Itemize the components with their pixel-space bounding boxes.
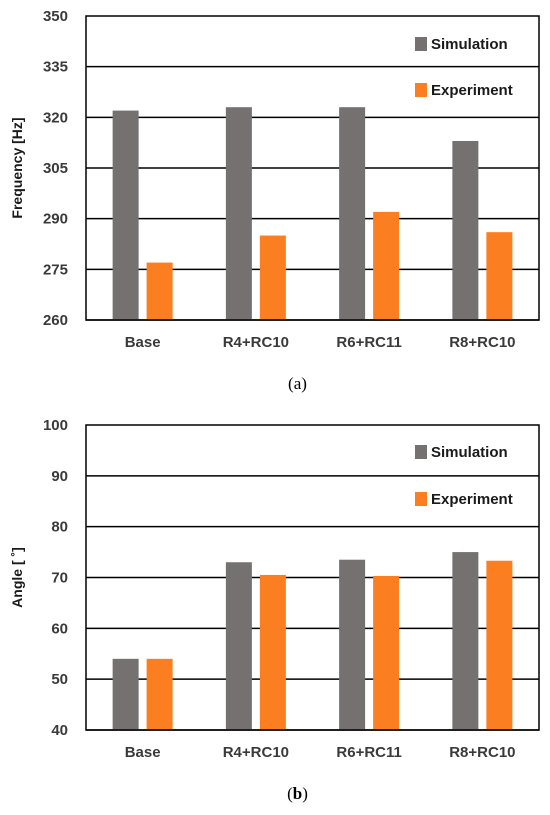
- x-category-label: R6+RC11: [336, 744, 401, 761]
- x-category-label: Base: [125, 334, 161, 351]
- y-tick-label: 70: [51, 570, 68, 587]
- legend-swatch-experiment: [415, 492, 427, 506]
- x-category-label: Base: [125, 744, 161, 761]
- bar-simulation-r4-rc10: [225, 107, 252, 320]
- chart-panel-b: 40 50 60 70 80 90 100 Base R4+RC10 R6+RC11 R8+RC10…: [9, 417, 540, 803]
- bar-experiment-r8-rc10: [486, 232, 513, 320]
- bar-experiment-base: [146, 262, 173, 320]
- y-tick-label: 350: [43, 8, 68, 25]
- legend-label-experiment: Experiment: [431, 491, 513, 508]
- y-tick-label: 100: [43, 417, 68, 434]
- y-tick-label: 260: [43, 312, 68, 329]
- bar-simulation-base: [112, 658, 139, 730]
- bar-experiment-r4-rc10: [259, 235, 286, 320]
- x-category-label: R6+RC11: [336, 334, 401, 351]
- bar-experiment-base: [146, 658, 173, 730]
- y-tick-label: 305: [43, 160, 68, 177]
- legend-label-simulation: Simulation: [431, 36, 508, 53]
- bar-simulation-r8-rc10: [452, 552, 479, 730]
- bar-experiment-r6-rc11: [373, 575, 400, 730]
- y-tick-label: 335: [43, 59, 68, 76]
- legend-label-simulation: Simulation: [431, 444, 508, 461]
- chart-panel-a: 260 275 290 305 320 335 350 Base R4+RC10 R6+RC11 R…: [9, 8, 540, 393]
- bar-simulation-r4-rc10: [225, 562, 252, 730]
- legend-swatch-simulation: [415, 37, 427, 51]
- bar-experiment-r8-rc10: [486, 560, 513, 730]
- y-axis-label: Frequency [Hz]: [9, 117, 25, 218]
- x-category-label: R8+RC10: [449, 334, 515, 351]
- y-tick-label: 275: [43, 261, 68, 278]
- y-tick-label: 50: [51, 671, 68, 688]
- y-tick-label: 290: [43, 211, 68, 228]
- bar-simulation-r6-rc11: [339, 559, 366, 730]
- bar-experiment-r4-rc10: [259, 574, 286, 730]
- y-tick-label: 60: [51, 620, 68, 637]
- legend-swatch-simulation: [415, 445, 427, 459]
- bar-experiment-r6-rc11: [373, 211, 400, 320]
- bar-simulation-r8-rc10: [452, 140, 479, 320]
- y-tick-label: 80: [51, 519, 68, 536]
- y-axis-label: Angle [ ˚]: [9, 547, 25, 608]
- x-category-label: R8+RC10: [449, 744, 515, 761]
- bar-simulation-base: [112, 110, 139, 320]
- legend-label-experiment: Experiment: [431, 82, 513, 99]
- x-category-label: R4+RC10: [223, 744, 289, 761]
- y-tick-label: 40: [51, 722, 68, 739]
- bar-simulation-r6-rc11: [339, 107, 366, 320]
- panel-caption: (b): [287, 784, 308, 803]
- y-tick-label: 90: [51, 468, 68, 485]
- panel-caption: (a): [288, 374, 307, 393]
- legend-swatch-experiment: [415, 83, 427, 97]
- x-category-label: R4+RC10: [223, 334, 289, 351]
- y-tick-label: 320: [43, 109, 68, 126]
